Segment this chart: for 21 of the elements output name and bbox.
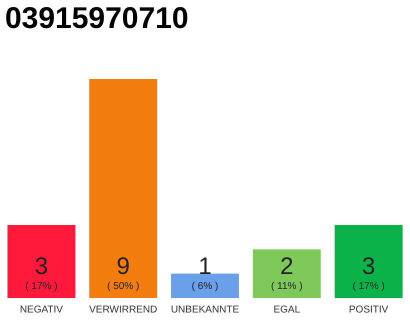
bar bbox=[252, 249, 321, 298]
x-tick-label: POSITIV bbox=[348, 304, 389, 316]
bar bbox=[7, 225, 76, 298]
bar bbox=[89, 79, 158, 298]
x-tick-label: UNBEKANNTE bbox=[170, 304, 240, 316]
chart-title: 03915970710 bbox=[5, 2, 189, 35]
annotation: ( 50% ) bbox=[107, 281, 140, 292]
bar bbox=[171, 274, 239, 298]
data-label: 3 bbox=[362, 253, 376, 280]
annotation: ( 6% ) bbox=[192, 281, 218, 292]
annotation: ( 17% ) bbox=[352, 281, 385, 292]
data-label: 3 bbox=[34, 253, 48, 280]
x-tick-label: EGAL bbox=[273, 304, 301, 316]
annotation: ( 11% ) bbox=[271, 281, 303, 292]
data-label: 9 bbox=[116, 253, 130, 280]
bar bbox=[334, 225, 403, 298]
data-label: 1 bbox=[198, 253, 212, 280]
x-tick-label: VERWIRREND bbox=[89, 304, 158, 316]
x-tick-label: NEGATIV bbox=[20, 304, 64, 316]
annotation: ( 17% ) bbox=[25, 281, 58, 292]
data-label: 2 bbox=[280, 253, 294, 280]
